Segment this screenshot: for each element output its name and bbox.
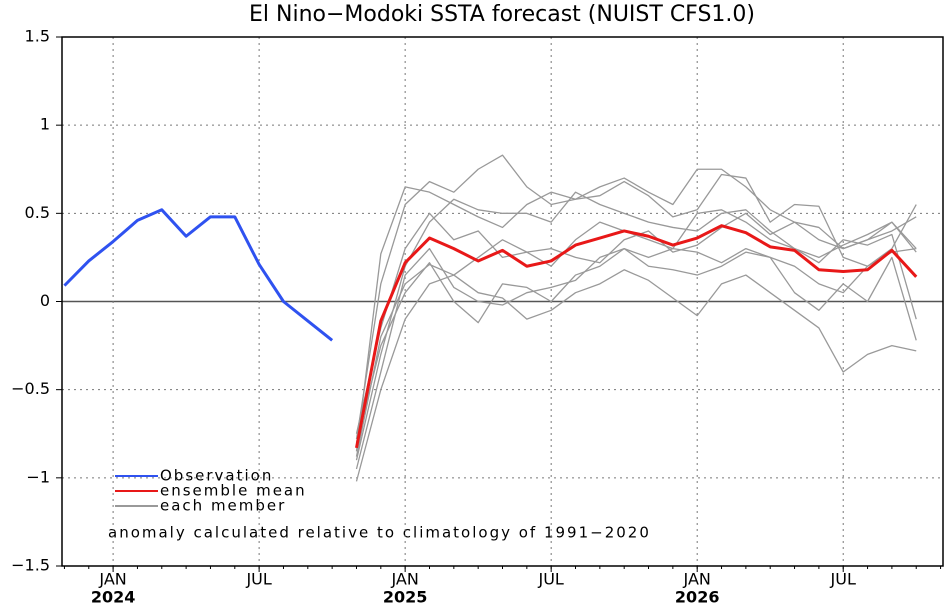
chart-title: El Nino−Modoki SSTA forecast (NUIST CFS1… bbox=[249, 2, 755, 27]
member-line bbox=[355, 247, 917, 470]
legend-label: Observation bbox=[160, 467, 273, 485]
legend-label: ensemble mean bbox=[160, 482, 307, 500]
series-line bbox=[63, 208, 334, 342]
member-line bbox=[355, 209, 917, 434]
y-tick-label: 0.5 bbox=[25, 203, 50, 222]
plot-frame bbox=[61, 36, 944, 567]
x-tick-label: JUL bbox=[538, 570, 564, 589]
y-tick-label: 1 bbox=[40, 115, 50, 134]
x-tick-label: JUL bbox=[830, 570, 856, 589]
member-line bbox=[355, 191, 917, 461]
year-label: 2026 bbox=[675, 588, 720, 606]
member-line bbox=[355, 247, 917, 443]
x-tick-label: JAN bbox=[683, 570, 711, 589]
y-tick-label: 0 bbox=[40, 291, 50, 310]
year-label: 2025 bbox=[383, 588, 428, 606]
member-line bbox=[355, 269, 917, 482]
legend-label: each member bbox=[160, 497, 286, 515]
x-tick-label: JUL bbox=[245, 570, 271, 589]
year-label: 2024 bbox=[91, 588, 136, 606]
member-line bbox=[355, 154, 917, 440]
x-tick-label: JAN bbox=[390, 570, 418, 589]
x-tick-label: JAN bbox=[98, 570, 126, 589]
y-tick-label: −1 bbox=[26, 467, 50, 486]
annotation: anomaly calculated relative to climatolo… bbox=[108, 524, 651, 542]
series-line bbox=[355, 224, 918, 449]
y-tick-label: 1.5 bbox=[25, 27, 50, 46]
y-tick-label: −1.5 bbox=[11, 556, 50, 575]
y-tick-label: −0.5 bbox=[11, 379, 50, 398]
